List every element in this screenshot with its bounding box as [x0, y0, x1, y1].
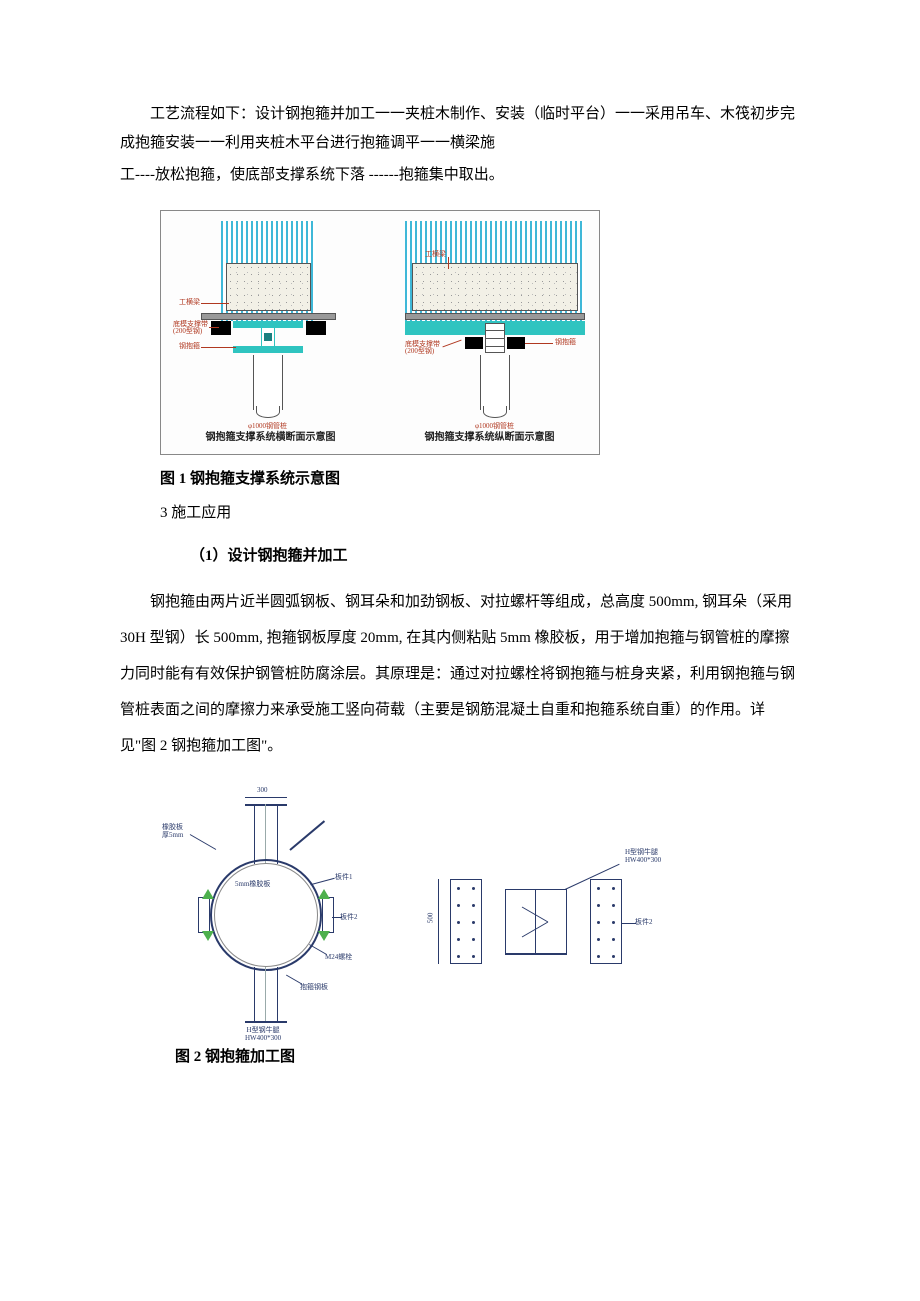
figure-1-left-panel: 工横梁 底模支撑带 (200型钢) 钢抱箍 φ1000钢管桩 钢抱箍支撑系统横断…	[171, 221, 370, 449]
fig2-label-niujin-right: H型钢牛腿 HW400*300	[625, 849, 661, 864]
fig2-label-niujin: H型钢牛腿 HW400*300	[245, 1027, 281, 1042]
fig1-label-hoop-right: 钢抱箍	[555, 339, 576, 347]
subsection-1-heading: （1）设计钢抱箍并加工	[190, 542, 800, 571]
figure-2-left: 300 橡胶板 厚5mm 5mm橡胶板 板件1	[160, 789, 370, 1039]
process-flow-para-2: 工----放松抱箍，使底部支撑系统下落 ------抱箍集中取出。	[120, 161, 800, 190]
fig1-label-support-left: 底模支撑带 (200型钢)	[173, 321, 208, 336]
figure-1-right-panel: 工横梁 底模支撑带 (200型钢) 钢抱箍 φ1000钢管桩 钢抱箍支撑系统纵断…	[390, 221, 589, 449]
fig2-label-plate2: 板件2	[340, 914, 358, 922]
fig1-label-beam-left: 工横梁	[179, 299, 200, 307]
figure-1-container: 工横梁 底模支撑带 (200型钢) 钢抱箍 φ1000钢管桩 钢抱箍支撑系统横断…	[160, 210, 800, 455]
fig2-label-bolt: M24螺栓	[325, 954, 352, 962]
fig1-label-hoop-left: 钢抱箍	[179, 343, 200, 351]
figure-1-caption: 图 1 钢抱箍支撑系统示意图	[160, 465, 800, 494]
fig2-dim-500: 500	[427, 913, 435, 924]
fig2-label-rubber2: 5mm橡胶板	[235, 881, 270, 889]
body-paragraph-1: 钢抱箍由两片近半圆弧钢板、钢耳朵和加劲钢板、对拉螺杆等组成，总高度 500mm,…	[120, 584, 800, 764]
fig1-label-support-right: 底模支撑带 (200型钢)	[405, 341, 440, 356]
figure-2-drawing: 300 橡胶板 厚5mm 5mm橡胶板 板件1	[160, 789, 700, 1039]
fig2-label-plate2-right: 板件2	[635, 919, 653, 927]
fig1-label-beam-right: 工横梁	[425, 251, 446, 259]
figure-2-container: 300 橡胶板 厚5mm 5mm橡胶板 板件1	[160, 789, 800, 1039]
figure-2-caption: 图 2 钢抱箍加工图	[175, 1043, 800, 1072]
figure-1-drawing: 工横梁 底模支撑带 (200型钢) 钢抱箍 φ1000钢管桩 钢抱箍支撑系统横断…	[160, 210, 600, 455]
section-3-heading: 3 施工应用	[160, 499, 800, 528]
figure-2-right: 500 H型钢牛腿 HW400*300 板件2	[430, 859, 680, 989]
fig2-label-plate1: 板件1	[335, 874, 353, 882]
process-flow-para-1: 工艺流程如下：设计钢抱箍并加工一一夹桩木制作、安装（临时平台）一一采用吊车、木筏…	[120, 100, 800, 157]
fig2-dim-300: 300	[257, 787, 268, 795]
fig2-label-rubber: 橡胶板 厚5mm	[162, 824, 183, 839]
fig1-right-caption: 钢抱箍支撑系统纵断面示意图	[390, 428, 589, 447]
fig1-left-caption: 钢抱箍支撑系统横断面示意图	[171, 428, 370, 447]
fig2-label-hoop-plate: 抱箍钢板	[300, 984, 328, 992]
